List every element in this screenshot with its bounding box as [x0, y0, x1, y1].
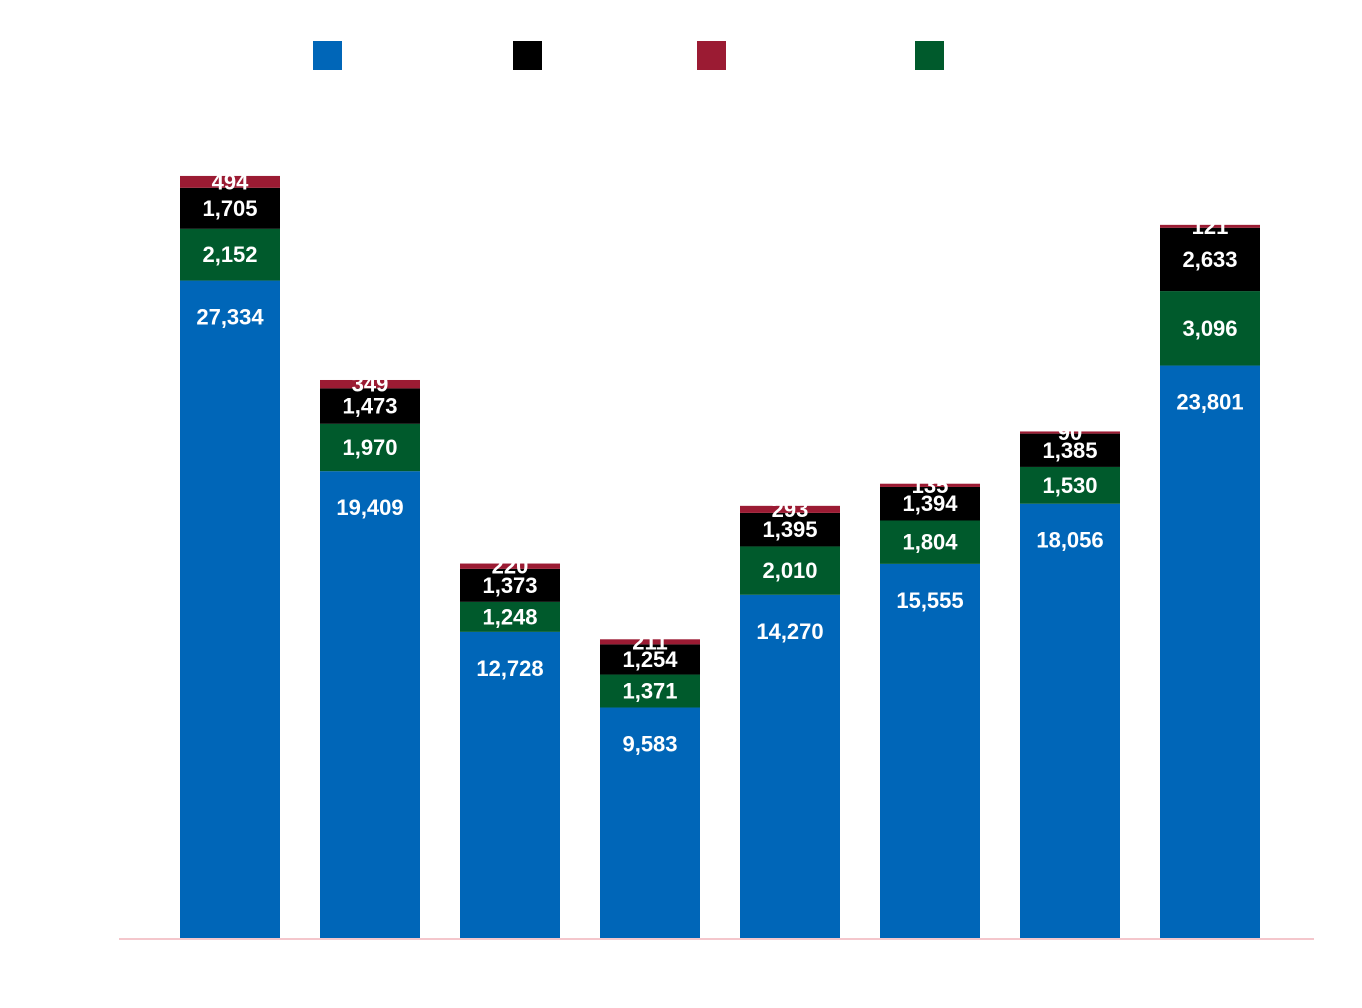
legend-swatch-0: [313, 41, 342, 70]
data-label-s3-c4: 293: [772, 497, 809, 522]
data-label-s0-c7: 23,801: [1176, 390, 1243, 415]
bar-segment-s0-c5: [880, 563, 980, 938]
bar-segment-s0-c0: [180, 280, 280, 938]
bar-segment-s2-c2: [460, 568, 560, 602]
bar-segment-s1-c3: [600, 674, 700, 708]
bar-segment-s3-c0: [180, 175, 280, 188]
data-label-s3-c2: 220: [492, 554, 529, 579]
data-label-s0-c6: 18,056: [1036, 528, 1103, 553]
bar-segment-s0-c6: [1020, 503, 1120, 938]
bar-segment-s1-c2: [460, 601, 560, 632]
data-label-s1-c3: 1,371: [622, 679, 677, 704]
bar-segment-s3-c4: [740, 505, 840, 513]
data-label-s2-c2: 1,373: [482, 573, 537, 598]
data-label-s3-c5: 135: [912, 473, 949, 498]
data-label-s2-c3: 1,254: [622, 647, 678, 672]
legend-swatch-3: [697, 41, 726, 70]
data-label-s0-c5: 15,555: [896, 588, 963, 613]
bar-segment-s2-c0: [180, 187, 280, 229]
data-label-s0-c2: 12,728: [476, 656, 543, 681]
bar-segment-s0-c1: [320, 471, 420, 938]
data-label-s1-c6: 1,530: [1042, 473, 1097, 498]
data-label-s0-c4: 14,270: [756, 619, 823, 644]
data-label-s3-c3: 211: [632, 629, 668, 654]
bar-segment-s0-c7: [1160, 365, 1260, 939]
data-label-s1-c2: 1,248: [482, 604, 537, 629]
data-label-s1-c5: 1,804: [902, 530, 958, 555]
data-label-s2-c7: 2,633: [1182, 247, 1237, 272]
bar-segment-s3-c7: [1160, 224, 1260, 228]
bar-segment-s1-c5: [880, 520, 980, 564]
bar-segment-s1-c0: [180, 228, 280, 281]
data-label-s2-c4: 1,395: [762, 517, 817, 542]
data-label-s3-c6: 90: [1058, 420, 1082, 445]
legend: [313, 41, 944, 70]
bar-segment-s0-c3: [600, 707, 700, 938]
data-label-s1-c1: 1,970: [342, 435, 397, 460]
bar-segment-s3-c5: [880, 483, 980, 487]
bar-segment-s3-c3: [600, 639, 700, 645]
data-label-s1-c7: 3,096: [1182, 316, 1237, 341]
bar-segment-s2-c1: [320, 388, 420, 424]
data-label-s0-c1: 19,409: [336, 495, 403, 520]
data-label-s2-c1: 1,473: [342, 394, 397, 419]
bars: [180, 175, 1260, 939]
bar-segment-s2-c7: [1160, 227, 1260, 292]
legend-swatch-2: [513, 41, 542, 70]
bar-segment-s3-c2: [460, 563, 560, 569]
bar-segment-s2-c4: [740, 512, 840, 547]
data-label-s0-c0: 27,334: [196, 305, 264, 330]
bar-segment-s1-c7: [1160, 291, 1260, 366]
legend-swatch-1: [915, 41, 944, 70]
bar-segment-s0-c2: [460, 631, 560, 938]
data-label-s0-c3: 9,583: [622, 732, 677, 757]
data-label-s1-c0: 2,152: [202, 242, 257, 267]
bar-segment-s0-c4: [740, 594, 840, 938]
bar-segment-s2-c3: [600, 644, 700, 675]
data-label-s2-c0: 1,705: [202, 196, 257, 221]
bar-segment-s2-c5: [880, 486, 980, 521]
data-label-s3-c1: 349: [352, 372, 389, 397]
data-label-s3-c0: 494: [212, 169, 249, 194]
data-label-s2-c6: 1,385: [1042, 438, 1097, 463]
bar-segment-s1-c4: [740, 546, 840, 595]
bar-segment-s1-c6: [1020, 466, 1120, 504]
bar-segment-s1-c1: [320, 423, 420, 472]
data-label-s2-c5: 1,394: [902, 491, 958, 516]
bar-segment-s3-c6: [1020, 431, 1120, 434]
bar-segment-s2-c6: [1020, 433, 1120, 467]
data-label-s3-c7: 121: [1192, 214, 1229, 239]
bar-segment-s3-c1: [320, 379, 420, 389]
data-label-s1-c4: 2,010: [762, 558, 817, 583]
